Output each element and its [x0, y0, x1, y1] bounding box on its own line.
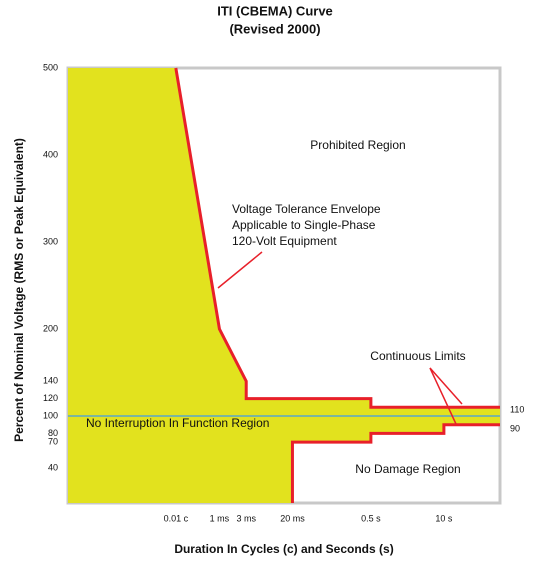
- y-tick-label: 70: [48, 436, 58, 446]
- limit-label: 110: [510, 404, 524, 414]
- annotation: Prohibited Region: [310, 138, 405, 152]
- arrow: [217, 251, 263, 289]
- x-tick-label: 0.5 s: [361, 513, 381, 523]
- x-tick-label: 20 ms: [280, 513, 305, 523]
- x-tick-label: 3 ms: [236, 513, 256, 523]
- x-tick-label: 0.01 c: [164, 513, 189, 523]
- chart-title: ITI (CBEMA) Curve: [217, 3, 333, 18]
- x-tick-label: 1 ms: [210, 513, 230, 523]
- annotation: Applicable to Single-Phase: [232, 218, 376, 232]
- y-tick-label: 40: [48, 463, 58, 473]
- arrow: [429, 367, 457, 425]
- annotation: No Damage Region: [355, 462, 460, 476]
- annotation: Voltage Tolerance Envelope: [232, 202, 381, 216]
- upper-curve: [174, 67, 500, 409]
- x-axis-label: Duration In Cycles (c) and Seconds (s): [174, 542, 393, 556]
- y-tick-label: 120: [43, 393, 58, 403]
- tolerance-area: [68, 68, 500, 503]
- annotation: 120-Volt Equipment: [232, 234, 337, 248]
- y-tick-label: 140: [43, 376, 58, 386]
- chart-subtitle: (Revised 2000): [229, 21, 320, 36]
- y-tick-label: 200: [43, 323, 58, 333]
- y-tick-label: 100: [43, 410, 58, 420]
- arrow: [429, 367, 463, 405]
- y-tick-label: 500: [43, 62, 58, 72]
- y-tick-label: 80: [48, 428, 58, 438]
- x-tick-label: 10 s: [435, 513, 453, 523]
- lower-curve: [290, 423, 500, 503]
- annotation: Continuous Limits: [370, 349, 465, 363]
- limit-label: 90: [510, 423, 520, 433]
- y-axis-label: Percent of Nominal Voltage (RMS or Peak …: [12, 138, 26, 442]
- y-tick-label: 300: [43, 236, 58, 246]
- y-tick-label: 400: [43, 149, 58, 159]
- annotation: No Interruption In Function Region: [86, 416, 269, 430]
